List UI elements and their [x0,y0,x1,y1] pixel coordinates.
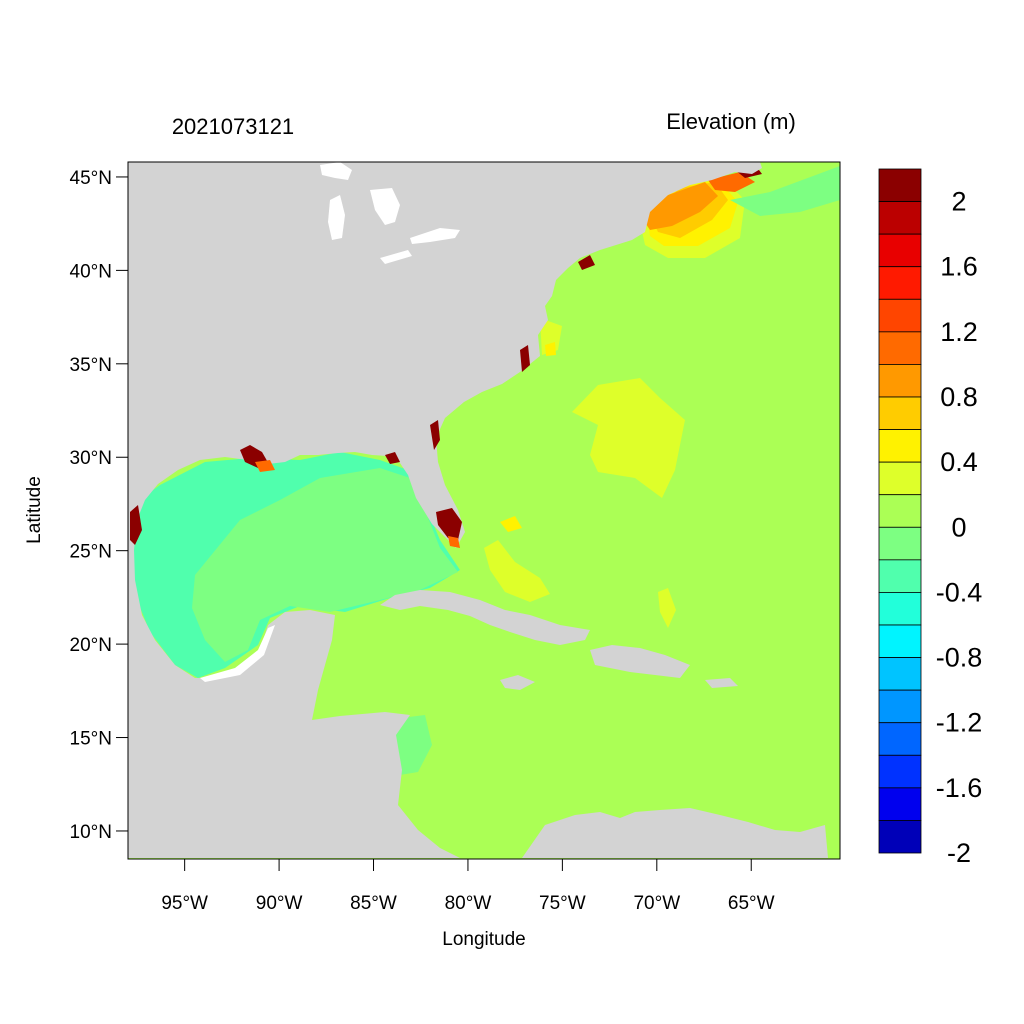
texas-surge [130,505,142,545]
y-tick-label: 25°N [70,542,112,563]
bahamas-patch [484,540,550,602]
colorbar-swatch [878,592,922,626]
colorbar-label: -1.6 [936,773,983,803]
colorbar-swatch [878,526,922,561]
colorbar-swatch [878,657,922,691]
colorbar-swatch [878,689,922,724]
louisiana-high [255,460,275,472]
south-florida-surge [436,508,462,540]
long-island-surge [578,255,595,270]
coastal-yellow-spots [500,342,556,532]
y-tick-label: 20°N [70,635,112,656]
colorbar-label: -2 [947,838,971,868]
x-tick-label: 90°W [256,893,303,914]
scotian-shelf-water [730,166,840,216]
colorbar-label: 1.2 [940,317,978,347]
chesapeake-surge [520,345,530,372]
x-tick-label: 70°W [633,893,680,914]
x-tick-label: 80°W [445,893,492,914]
lake-superior [320,162,352,180]
east-patch [658,588,676,628]
colorbar-swatch [878,396,922,430]
hispaniola-land [590,645,690,678]
colorbar-swatch [878,787,922,821]
yucatan-coast [200,625,275,682]
colorbar-swatch [878,429,922,463]
big-bend-surge [385,452,400,464]
jamaica-land [500,675,535,690]
colorbar-swatch [878,331,922,365]
colorbar-swatch [878,494,922,528]
variable-title: Elevation (m) [666,109,796,134]
map-panel [128,162,840,859]
florida-tip-high [448,536,460,548]
lake-ontario [410,228,460,244]
date-title: 2021073121 [172,114,294,139]
south-america-land [522,808,828,858]
lake-michigan [328,195,345,240]
x-axis-ticks: 95°W 90°W 85°W 80°W 75°W 70°W 65°W [161,859,775,914]
y-tick-label: 30°N [70,448,112,469]
colorbar-label: 0.8 [940,382,978,412]
colorbar-swatch [878,820,922,854]
y-tick-label: 45°N [70,168,112,189]
outer-banks-yellow [545,342,556,356]
colorbar-swatch [878,298,922,333]
colorbar-swatch [878,364,922,398]
x-axis-label: Longitude [442,929,525,950]
inland-water [200,162,460,682]
gulf-of-maine-1.2 [708,172,755,192]
gulf-interior-water [192,468,458,662]
colorbar-swatch [878,201,922,235]
colorbar-label: 2 [951,187,966,217]
x-tick-label: 65°W [728,893,775,914]
colorbar-swatch [878,624,922,658]
gulf-of-maine-1.0 [640,182,718,230]
y-axis-ticks: 10°N 15°N 20°N 25°N 30°N 35°N 40°N 45°N [70,168,128,843]
bahamas-bank [500,516,522,532]
sargasso-high-patch [572,378,685,498]
y-axis-label: Latitude [24,476,45,544]
colorbar-swatch [878,233,922,268]
colorbar-label: 0 [951,512,966,542]
colorbar-swatch [878,461,922,496]
georgia-surge [430,420,440,450]
y-tick-label: 10°N [70,822,112,843]
colorbar-swatch [878,266,922,300]
puerto-rico-land [705,678,738,688]
colorbar-swatch [878,722,922,756]
x-tick-label: 75°W [539,893,586,914]
coastal-surge-spots [130,255,595,545]
x-tick-label: 85°W [350,893,397,914]
y-tick-label: 40°N [70,261,112,282]
colorbar-label: 1.6 [940,252,978,282]
colorbar: 2 1.6 1.2 0.8 0.4 0 -0.4 -0.8 -1.2 -1.6 -2 [878,168,983,868]
cuba-land [380,590,590,645]
colorbar-swatch [878,559,922,593]
colorbar-label: -0.4 [936,577,983,607]
colorbar-label: -0.8 [936,643,983,673]
y-tick-label: 15°N [70,729,112,750]
lake-huron [370,188,400,225]
colorbar-swatch [878,168,922,202]
map-frame [127,161,841,860]
x-tick-label: 95°W [161,893,208,914]
coastal-high-spots [255,460,460,548]
colorbar-label: 0.4 [940,447,978,477]
colorbar-swatch [878,754,922,789]
y-tick-label: 35°N [70,355,112,376]
colorbar-label: -1.2 [936,708,983,738]
lake-erie [380,250,412,264]
